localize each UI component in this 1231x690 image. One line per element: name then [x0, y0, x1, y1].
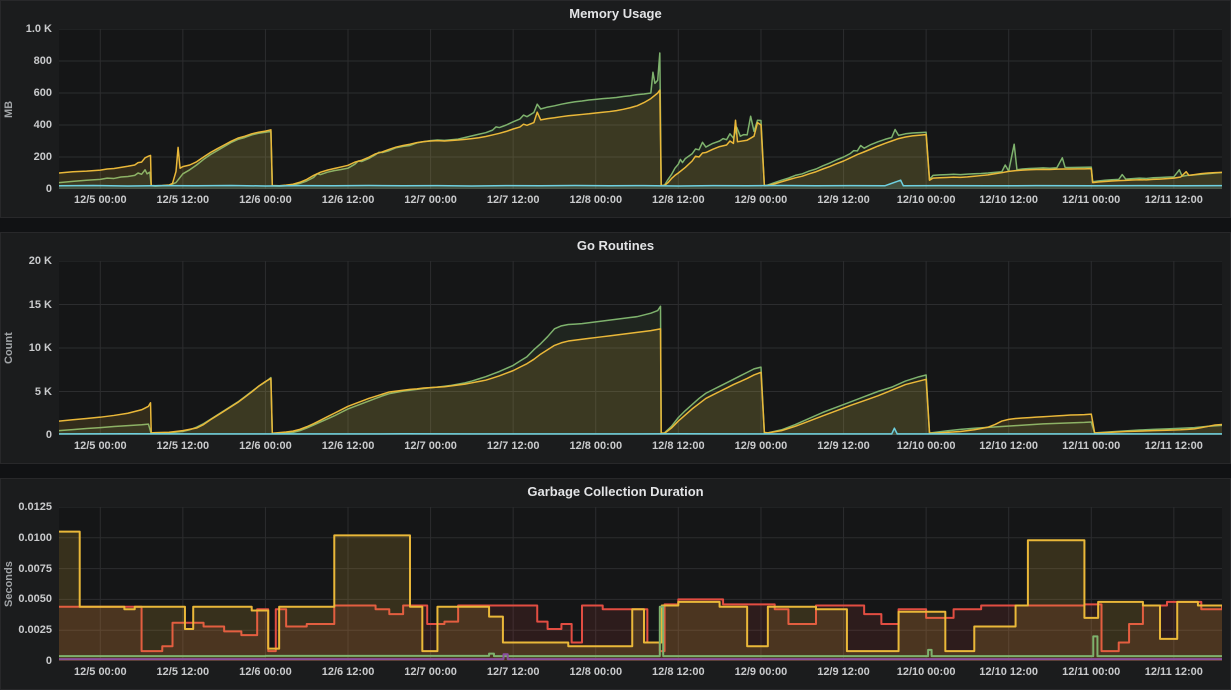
x-tick-label: 12/9 00:00	[734, 194, 788, 206]
panel-header: Garbage Collection Duration	[1, 479, 1230, 503]
panel-title[interactable]: Memory Usage	[569, 5, 662, 21]
chart-svg	[59, 261, 1222, 435]
x-tick-label: 12/7 00:00	[404, 440, 457, 452]
plot-area[interactable]	[59, 261, 1222, 435]
x-tick-label: 12/6 12:00	[321, 440, 375, 452]
plot-area[interactable]	[59, 29, 1222, 189]
x-tick-label: 12/11 00:00	[1062, 666, 1121, 678]
x-tick-label: 12/11 12:00	[1144, 194, 1203, 206]
x-tick-label: 12/5 00:00	[73, 666, 127, 678]
x-tick-label: 12/7 00:00	[404, 194, 457, 206]
y-axis-unit-label: Count	[3, 332, 15, 364]
x-tick-label: 12/9 12:00	[817, 194, 870, 206]
x-tick-label: 12/9 12:00	[817, 440, 870, 452]
x-tick-label: 12/9 00:00	[734, 666, 788, 678]
x-axis-ticks: 12/5 00:00 12/5 12:00 12/6 00:00 12/6 12:00…	[59, 189, 1222, 215]
x-tick-label: 12/6 00:00	[239, 666, 292, 678]
x-axis-ticks: 12/5 00:00 12/5 12:00 12/6 00:00 12/6 12:00…	[59, 435, 1222, 461]
panel-title[interactable]: Go Routines	[576, 237, 655, 253]
chart-memory-usage: MB 0 200 400 600 800 1.0 K 12/5 00:00 12/5 12:…	[1, 23, 1230, 217]
x-tick-label: 12/8 00:00	[569, 440, 623, 452]
panel-header: Memory Usage	[1, 1, 1230, 25]
panel-garbage-collection-duration: Garbage Collection Duration Seconds 0 0.0…	[0, 478, 1231, 690]
panel-header: Go Routines	[1, 233, 1230, 257]
y-tick-label: 600	[33, 87, 52, 99]
x-tick-label: 12/10 00:00	[896, 440, 956, 452]
y-tick-label: 0.0050	[18, 593, 52, 606]
y-axis-unit-label: MB	[3, 100, 15, 118]
y-tick-label: 0.0075	[18, 562, 52, 575]
y-tick-label: 200	[33, 151, 52, 163]
x-tick-label: 12/5 12:00	[156, 666, 210, 678]
y-axis-ticks: 0 200 400 600 800 1.0 K	[17, 23, 59, 195]
x-tick-label: 12/5 00:00	[73, 194, 127, 206]
y-axis-unit-label: Seconds	[3, 561, 15, 607]
chart-svg	[59, 29, 1222, 189]
x-tick-label: 12/5 12:00	[156, 194, 210, 206]
y-tick-label: 0.0125	[18, 501, 52, 513]
y-tick-label: 0	[45, 655, 52, 667]
panel-title[interactable]: Garbage Collection Duration	[527, 483, 704, 499]
x-tick-label: 12/8 12:00	[652, 666, 705, 678]
x-tick-label: 12/6 00:00	[239, 194, 292, 206]
x-tick-label: 12/8 00:00	[569, 666, 623, 678]
x-tick-label: 12/10 12:00	[979, 440, 1039, 452]
chart-gc-duration: Seconds 0 0.0025 0.0050 0.0075 0.0100 0.0125 …	[1, 501, 1230, 689]
y-tick-label: 0	[45, 183, 52, 195]
x-tick-label: 12/11 00:00	[1062, 440, 1121, 452]
x-tick-label: 12/10 00:00	[896, 666, 956, 678]
x-tick-label: 12/7 00:00	[404, 666, 457, 678]
x-tick-label: 12/9 12:00	[817, 666, 870, 678]
x-tick-label: 12/6 12:00	[321, 194, 375, 206]
x-tick-label: 12/6 00:00	[239, 440, 292, 452]
x-tick-label: 12/5 12:00	[156, 440, 210, 452]
y-tick-label: 15 K	[28, 298, 52, 311]
y-tick-label: 20 K	[28, 255, 52, 267]
y-tick-label: 5 K	[34, 385, 52, 398]
x-tick-label: 12/11 12:00	[1144, 666, 1203, 678]
x-tick-label: 12/11 00:00	[1062, 194, 1121, 206]
x-tick-label: 12/10 00:00	[896, 194, 956, 206]
x-tick-label: 12/6 12:00	[321, 666, 375, 678]
chart-svg	[59, 507, 1222, 661]
y-tick-label: 0.0100	[18, 531, 52, 544]
x-tick-label: 12/11 12:00	[1144, 440, 1203, 452]
x-tick-label: 12/7 12:00	[486, 440, 540, 452]
x-tick-label: 12/10 12:00	[979, 666, 1039, 678]
y-tick-label: 800	[33, 55, 52, 67]
panel-memory-usage: Memory Usage MB 0 200 400 600 800 1.0 K 12/5 …	[0, 0, 1231, 218]
x-tick-label: 12/7 12:00	[486, 194, 540, 206]
x-tick-label: 12/8 00:00	[569, 194, 623, 206]
y-tick-label: 0	[45, 429, 52, 441]
y-tick-label: 10 K	[28, 342, 52, 354]
x-tick-label: 12/5 00:00	[73, 440, 127, 452]
x-tick-label: 12/9 00:00	[734, 440, 788, 452]
chart-go-routines: Count 0 5 K 10 K 15 K 20 K 12/5 00:00 12/5 12…	[1, 255, 1230, 463]
x-tick-label: 12/8 12:00	[652, 440, 705, 452]
plot-area[interactable]	[59, 507, 1222, 661]
y-tick-label: 1.0 K	[25, 23, 52, 35]
x-tick-label: 12/10 12:00	[979, 194, 1039, 206]
x-tick-label: 12/8 12:00	[652, 194, 705, 206]
x-tick-label: 12/7 12:00	[486, 666, 540, 678]
y-axis-ticks: 0 5 K 10 K 15 K 20 K	[17, 255, 59, 441]
y-tick-label: 400	[33, 119, 52, 131]
y-axis-ticks: 0 0.0025 0.0050 0.0075 0.0100 0.0125	[17, 501, 59, 667]
x-axis-ticks: 12/5 00:00 12/5 12:00 12/6 00:00 12/6 12:00…	[59, 661, 1222, 687]
y-tick-label: 0.0025	[18, 624, 52, 637]
panel-go-routines: Go Routines Count 0 5 K 10 K 15 K 20 K 12/5 …	[0, 232, 1231, 464]
